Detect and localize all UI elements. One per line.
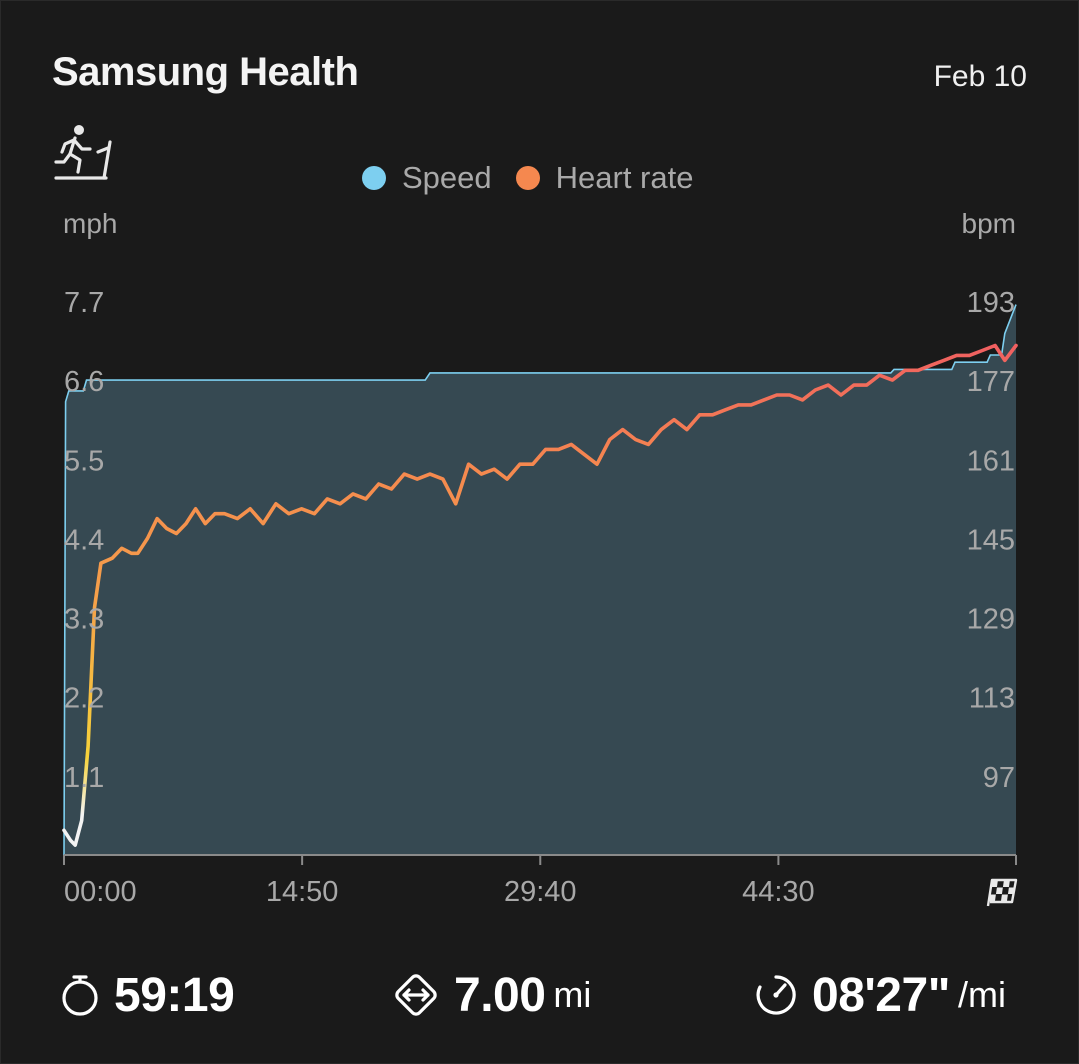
- distance-value: 7.00: [454, 968, 546, 1022]
- heart-rate-legend-dot: [515, 166, 540, 190]
- right-axis-tick-label: 193: [967, 287, 1015, 319]
- treadmill-icon: [54, 125, 112, 180]
- duration-stat: 59:19: [58, 965, 235, 1025]
- x-axis-tick-label: 29:40: [504, 876, 577, 908]
- right-axis-tick-label: 161: [967, 445, 1015, 477]
- heart-rate-line: [62, 343, 1018, 847]
- legend-item-heart-rate[interactable]: Heart rate: [515, 160, 694, 196]
- legend-item-speed[interactable]: Speed: [362, 160, 492, 196]
- x-axis-tick-label: 14:50: [266, 876, 339, 908]
- left-axis-tick-label: 2.2: [64, 683, 104, 715]
- right-axis-unit: bpm: [961, 208, 1016, 239]
- duration-value: 59:19: [114, 968, 235, 1022]
- speed-area: [64, 304, 1016, 856]
- pace-unit: /mi: [957, 974, 1006, 1015]
- chart-legend: Speed Heart rate: [362, 160, 717, 196]
- left-axis-tick-label: 5.5: [64, 445, 104, 477]
- finish-flag-icon: [986, 878, 1018, 907]
- right-axis-tick-label: 129: [967, 604, 1015, 636]
- left-axis-tick-label: 7.7: [64, 287, 104, 319]
- pace-icon: [756, 975, 796, 1015]
- right-axis-tick-label: 97: [983, 762, 1015, 794]
- left-axis-tick-label: 1.1: [64, 762, 104, 794]
- right-axis-tick-label: 145: [967, 524, 1015, 556]
- app-title: Samsung Health: [52, 50, 359, 94]
- left-axis-tick-label: 6.6: [64, 366, 104, 398]
- legend-label-heart-rate: Heart rate: [555, 160, 694, 195]
- pace-value: 08'27": [812, 968, 950, 1022]
- legend-label-speed: Speed: [402, 160, 492, 195]
- speed-heart-rate-chart[interactable]: 7.7 6.6 5.5 4.4 3.3 2.2 1.1 193 177 161 145 129 113 9…: [0, 0, 1079, 940]
- speed-legend-dot: [362, 166, 386, 190]
- speed-line: [63, 304, 1017, 856]
- left-axis-unit: mph: [63, 208, 118, 239]
- pace-stat: 08'27" /mi: [752, 965, 1006, 1025]
- x-axis-tick-label: 44:30: [742, 876, 815, 908]
- left-axis-tick-label: 3.3: [64, 604, 104, 636]
- x-axis-tick-label: 00:00: [64, 876, 137, 908]
- date-label: Feb 10: [933, 60, 1027, 93]
- distance-unit: mi: [553, 974, 592, 1015]
- distance-icon: [395, 974, 437, 1016]
- distance-stat: 7.00 mi: [390, 965, 591, 1025]
- left-axis-tick-label: 4.4: [64, 524, 104, 556]
- stopwatch-icon: [62, 975, 98, 1016]
- right-axis-tick-label: 113: [969, 683, 1015, 715]
- right-axis-tick-label: 177: [967, 366, 1015, 398]
